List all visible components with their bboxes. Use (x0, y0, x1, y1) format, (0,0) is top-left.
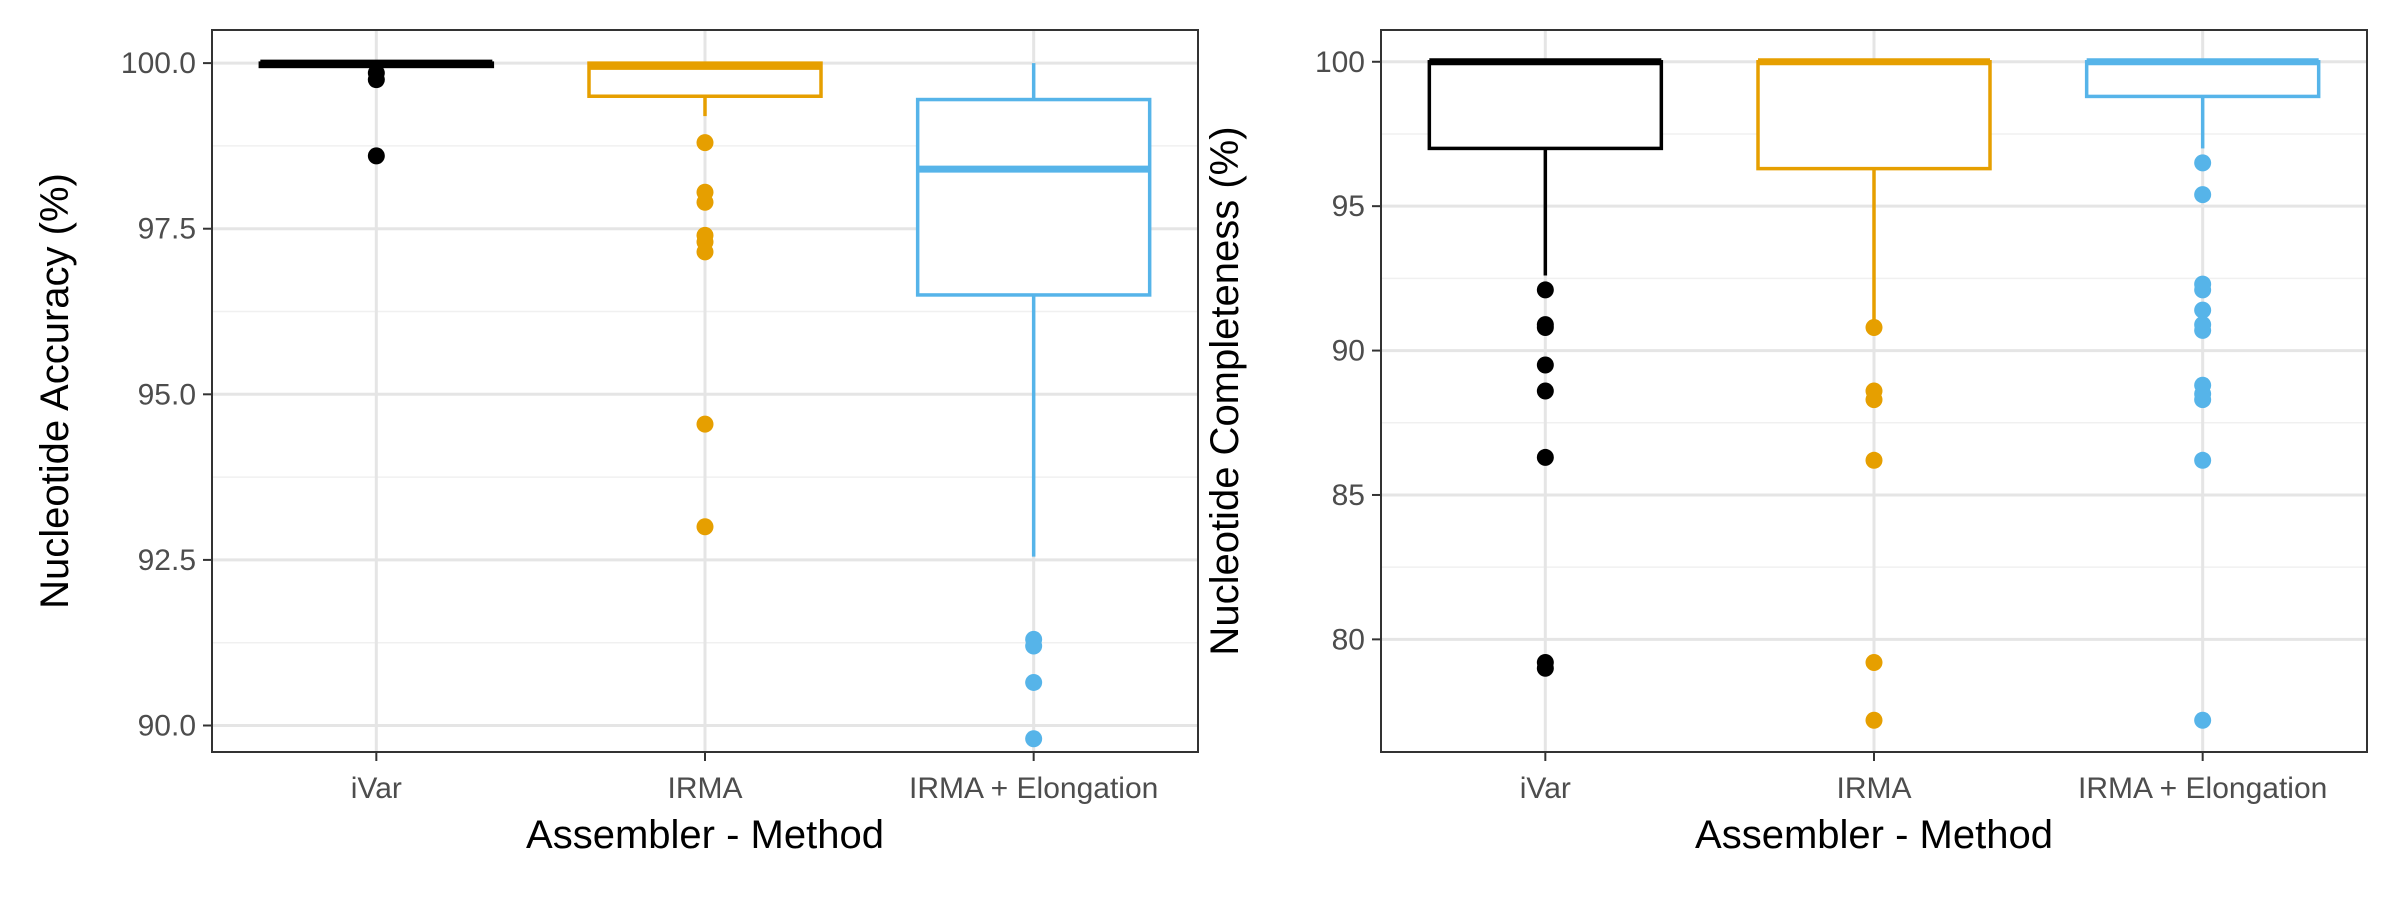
box-irma (1756, 58, 1992, 729)
outlier-point (2194, 451, 2212, 469)
x-tick-label: IRMA (1837, 772, 1912, 805)
outlier-point (1536, 281, 1554, 299)
y-tick-label: 100 (1315, 46, 1365, 79)
x-axis-title: Assembler - Method (1695, 813, 2053, 857)
outlier-point (1536, 659, 1554, 677)
outlier-point (696, 134, 714, 152)
iqr-box (1756, 60, 1992, 171)
y-tick-label: 95 (1332, 190, 1365, 223)
outlier-point (696, 415, 714, 433)
outlier-point (1025, 637, 1043, 655)
y-tick-label: 90.0 (138, 710, 196, 743)
outlier-point (1865, 451, 1883, 469)
x-tick-label: IRMA + Elongation (909, 772, 1158, 805)
box-irma (587, 61, 823, 536)
outlier-point (367, 147, 385, 165)
y-tick-label: 80 (1332, 623, 1365, 656)
outlier-point (1536, 356, 1554, 374)
y-tick-label: 100.0 (121, 47, 196, 80)
outlier-point (2194, 154, 2212, 172)
outlier-point (2194, 186, 2212, 204)
y-tick-label: 90 (1332, 335, 1365, 368)
box-ivar (258, 59, 495, 165)
outlier-point (1865, 318, 1883, 336)
outlier-point (2194, 711, 2212, 729)
outlier-point (1025, 673, 1043, 691)
x-tick-label: IRMA + Elongation (2078, 772, 2327, 805)
x-tick-label: IRMA (668, 772, 743, 805)
y-axis-title: Nucleotide Completeness (%) (1203, 126, 1247, 655)
outlier-point (2194, 321, 2212, 339)
outlier-point (1536, 382, 1554, 400)
y-tick-label: 85 (1332, 479, 1365, 512)
box-irma-elongation (2084, 58, 2321, 729)
outlier-point (1865, 653, 1883, 671)
y-tick-label: 95.0 (138, 378, 196, 411)
x-tick-label: iVar (351, 772, 402, 805)
outlier-point (367, 71, 385, 89)
box-ivar (1427, 58, 1664, 677)
x-tick-label: iVar (1520, 772, 1571, 805)
outlier-point (1536, 448, 1554, 466)
iqr-box (915, 97, 1152, 297)
outlier-point (1865, 391, 1883, 409)
outlier-point (1536, 318, 1554, 336)
outlier-point (2194, 281, 2212, 299)
x-axis-title: Assembler - Method (526, 813, 884, 857)
outlier-point (696, 518, 714, 536)
iqr-box (1427, 60, 1664, 151)
box-irma-elongation (915, 63, 1152, 748)
y-tick-label: 97.5 (138, 213, 196, 246)
iqr-box (2084, 60, 2321, 99)
panel-1: 90.0 92.5 95.0 97.5 100.0 iVar IRMA IRMA + Elon… (33, 29, 1199, 857)
y-axis-title: Nucleotide Accuracy (%) (33, 173, 77, 609)
outlier-point (2194, 391, 2212, 409)
panel-2: 80 85 90 95 100 iVar IRMA IRMA + Elongation Asse… (1203, 29, 2368, 857)
outlier-point (1865, 711, 1883, 729)
outlier-point (696, 243, 714, 261)
outlier-point (2194, 301, 2212, 319)
outlier-point (696, 193, 714, 211)
outlier-point (1025, 730, 1043, 748)
y-tick-label: 92.5 (138, 544, 196, 577)
